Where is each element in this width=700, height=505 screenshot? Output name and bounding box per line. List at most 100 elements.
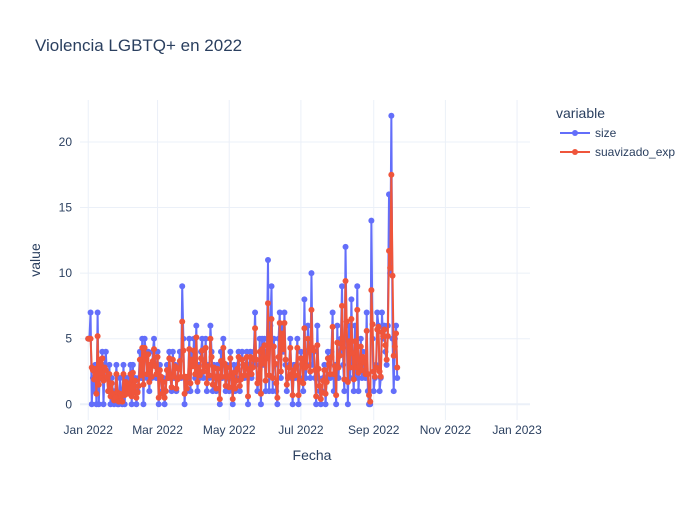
data-point-size xyxy=(344,401,351,408)
data-point-size xyxy=(239,348,246,355)
data-point-suavizado-exp xyxy=(261,342,268,349)
data-point-suavizado-exp xyxy=(241,372,248,379)
data-point-suavizado-exp xyxy=(283,381,290,388)
data-point-suavizado-exp xyxy=(293,363,300,370)
x-tick-label: Mar 2022 xyxy=(132,423,183,437)
legend-item-size[interactable]: size xyxy=(560,126,617,140)
data-point-suavizado-exp xyxy=(354,306,361,313)
data-point-suavizado-exp xyxy=(185,373,192,380)
data-point-suavizado-exp xyxy=(260,360,267,367)
legend-swatch-suavizado-marker xyxy=(572,149,578,155)
data-point-suavizado-exp xyxy=(253,356,260,363)
legend-swatch-size-marker xyxy=(572,130,578,136)
data-point-suavizado-exp xyxy=(162,388,169,395)
data-point-size xyxy=(289,401,296,408)
data-point-size xyxy=(116,375,123,382)
data-point-suavizado-exp xyxy=(367,398,374,405)
data-point-suavizado-exp xyxy=(268,316,275,323)
data-point-suavizado-exp xyxy=(336,352,343,359)
data-point-size xyxy=(277,375,284,382)
data-point-size xyxy=(350,388,357,395)
data-point-suavizado-exp xyxy=(120,371,127,378)
data-point-suavizado-exp xyxy=(377,373,384,380)
data-point-size xyxy=(317,401,324,408)
data-point-size xyxy=(300,388,307,395)
data-point-suavizado-exp xyxy=(248,371,255,378)
data-point-suavizado-exp xyxy=(357,343,364,350)
x-tick-label: Sep 2022 xyxy=(348,423,400,437)
data-point-suavizado-exp xyxy=(264,300,271,307)
data-point-size xyxy=(257,401,264,408)
data-point-suavizado-exp xyxy=(297,355,304,362)
x-tick-label: Nov 2022 xyxy=(420,423,472,437)
series-markers-suavizado-exp xyxy=(85,171,401,405)
data-point-size xyxy=(181,401,188,408)
data-point-suavizado-exp xyxy=(269,375,276,382)
data-point-suavizado-exp xyxy=(308,306,315,313)
data-point-suavizado-exp xyxy=(280,346,287,353)
data-point-suavizado-exp xyxy=(272,360,279,367)
data-point-size xyxy=(301,296,308,303)
data-point-size xyxy=(322,401,329,408)
data-point-size xyxy=(394,375,401,382)
data-point-suavizado-exp xyxy=(270,343,277,350)
legend-label-suavizado-exp: suavizado_exp xyxy=(595,145,675,159)
data-point-size xyxy=(236,388,243,395)
data-point-suavizado-exp xyxy=(187,380,194,387)
data-point-suavizado-exp xyxy=(143,371,150,378)
data-point-size xyxy=(329,309,336,316)
data-point-suavizado-exp xyxy=(375,323,382,330)
data-point-suavizado-exp xyxy=(216,396,223,403)
data-point-suavizado-exp xyxy=(112,394,119,401)
data-point-suavizado-exp xyxy=(198,355,205,362)
data-point-suavizado-exp xyxy=(239,356,246,363)
data-point-suavizado-exp xyxy=(141,344,148,351)
data-point-size xyxy=(314,322,321,329)
legend-item-suavizado-exp[interactable]: suavizado_exp xyxy=(560,145,675,159)
data-point-suavizado-exp xyxy=(223,364,230,371)
data-point-size xyxy=(348,296,355,303)
data-point-size xyxy=(129,361,136,368)
data-point-suavizado-exp xyxy=(129,369,136,376)
data-point-suavizado-exp xyxy=(284,375,291,382)
data-point-suavizado-exp xyxy=(303,363,310,370)
data-point-size xyxy=(390,388,397,395)
data-point-suavizado-exp xyxy=(186,346,193,353)
data-point-suavizado-exp xyxy=(230,369,237,376)
data-point-size xyxy=(378,309,385,316)
data-point-suavizado-exp xyxy=(106,371,113,378)
data-point-size xyxy=(393,322,400,329)
data-point-suavizado-exp xyxy=(134,389,141,396)
data-point-suavizado-exp xyxy=(249,364,256,371)
data-point-size xyxy=(313,401,320,408)
data-point-size xyxy=(216,401,223,408)
data-point-size xyxy=(308,270,315,277)
data-point-size xyxy=(383,361,390,368)
data-point-suavizado-exp xyxy=(226,384,233,391)
data-point-suavizado-exp xyxy=(178,373,185,380)
x-tick-label: Jul 2022 xyxy=(278,423,324,437)
data-point-suavizado-exp xyxy=(390,352,397,359)
data-point-size xyxy=(297,348,304,355)
data-point-suavizado-exp xyxy=(343,318,350,325)
data-point-size xyxy=(245,401,252,408)
data-point-suavizado-exp xyxy=(209,381,216,388)
data-point-suavizado-exp xyxy=(364,371,371,378)
data-point-suavizado-exp xyxy=(323,378,330,385)
data-point-size xyxy=(355,388,362,395)
data-point-suavizado-exp xyxy=(358,367,365,374)
data-point-suavizado-exp xyxy=(304,335,311,342)
data-point-suavizado-exp xyxy=(168,384,175,391)
data-point-suavizado-exp xyxy=(330,371,337,378)
data-point-suavizado-exp xyxy=(173,385,180,392)
x-tick-label: Jan 2023 xyxy=(492,423,542,437)
data-point-size xyxy=(376,388,383,395)
data-point-suavizado-exp xyxy=(99,355,106,362)
data-point-suavizado-exp xyxy=(381,326,388,333)
data-point-suavizado-exp xyxy=(301,325,308,332)
data-point-suavizado-exp xyxy=(208,354,215,361)
data-point-size xyxy=(321,361,328,368)
data-point-size xyxy=(261,335,268,342)
data-point-suavizado-exp xyxy=(383,356,390,363)
